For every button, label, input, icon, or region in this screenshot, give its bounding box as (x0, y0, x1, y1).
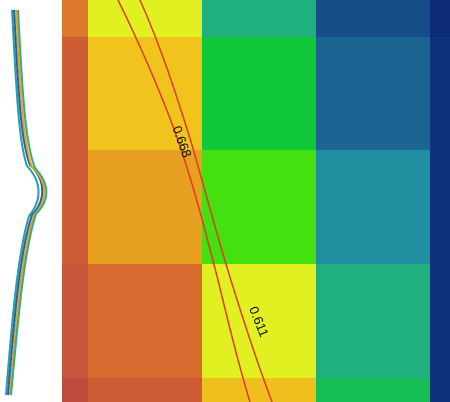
heatmap-cell (88, 150, 202, 264)
heatmap-cell (430, 37, 450, 150)
contour-line (139, 0, 273, 402)
heatmap-cell (430, 264, 450, 378)
density-curve (10, 9, 48, 396)
marginal-density (5, 9, 48, 396)
density-curve (5, 9, 40, 396)
heatmap-cell (202, 378, 316, 402)
density-curve (7, 9, 44, 396)
heatmap-cell (316, 0, 430, 37)
heatmap-cell (62, 264, 88, 378)
heatmap-cell (62, 37, 88, 150)
heatmap-cell (430, 150, 450, 264)
heatmap-cell (316, 37, 430, 150)
heatmap-cell (62, 378, 88, 402)
heatmap-cell (430, 0, 450, 37)
heatmap-cell (202, 37, 316, 150)
heatmap-cell (62, 0, 88, 37)
heatmap-cell (88, 264, 202, 378)
heatmap-cell (202, 150, 316, 264)
heatmap-cell (316, 264, 430, 378)
heatmap-cell (88, 37, 202, 150)
heatmap-cell (316, 150, 430, 264)
density-curve (9, 9, 46, 396)
heatmap-cell (430, 378, 450, 402)
heatmap-cell (316, 378, 430, 402)
heatmap-cell (202, 264, 316, 378)
heatmap-cell (202, 0, 316, 37)
contour-line (117, 0, 251, 402)
heatmap-cell (62, 150, 88, 264)
heatmap-cell (88, 0, 202, 37)
heatmap-cell (88, 378, 202, 402)
